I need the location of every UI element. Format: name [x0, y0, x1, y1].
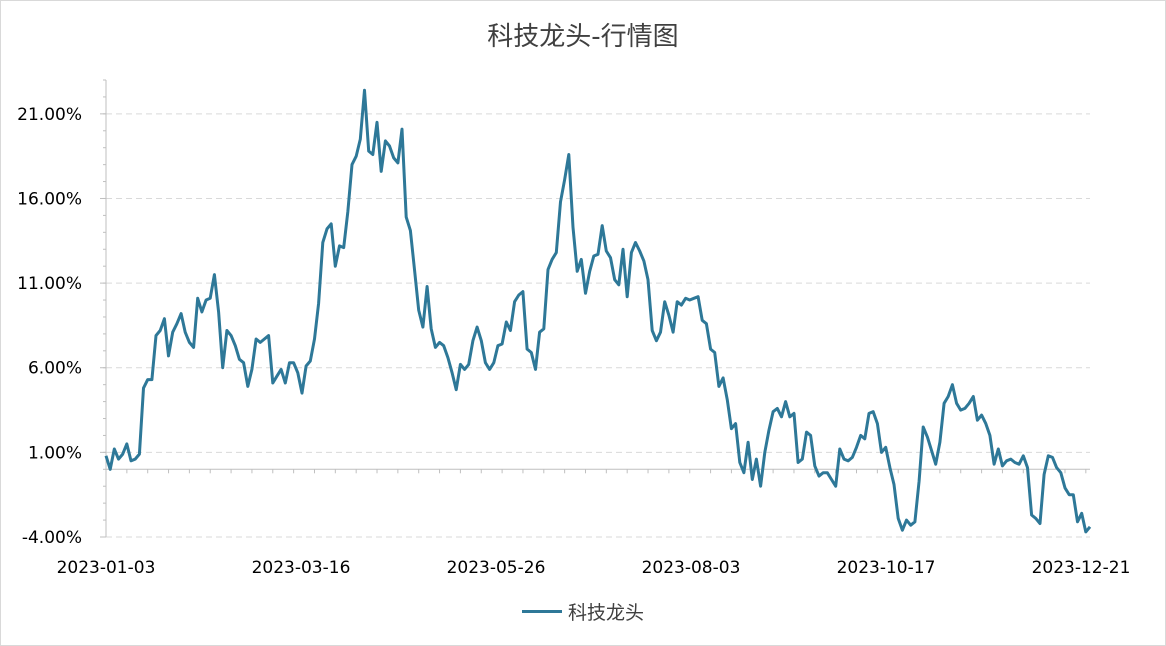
- x-tick-label: 2023-12-21: [1032, 558, 1131, 578]
- x-tick-label: 2023-08-03: [642, 558, 741, 578]
- grid-lines: [106, 113, 1090, 538]
- x-axis: 2023-01-03 2023-03-16 2023-05-26 2023-08-03…: [57, 468, 1131, 578]
- x-tick-label: 2023-03-16: [252, 558, 351, 578]
- y-tick-label: 1.00%: [28, 443, 82, 463]
- legend-swatch: [521, 610, 562, 613]
- y-tick-label: 16.00%: [17, 189, 82, 209]
- x-tick-label: 2023-10-17: [837, 558, 936, 578]
- x-tick-label: 2023-05-26: [447, 558, 546, 578]
- legend: 科技龙头: [0, 598, 1166, 625]
- y-tick-label: 11.00%: [17, 274, 82, 294]
- y-axis: 21.00% 16.00% 11.00% 6.00% 1.00% -4.00%: [17, 79, 107, 548]
- y-tick-label: 21.00%: [17, 105, 82, 125]
- y-tick-label: -4.00%: [22, 528, 82, 548]
- x-tick-label: 2023-01-03: [57, 558, 156, 578]
- y-tick-label: 6.00%: [28, 359, 82, 379]
- legend-label: 科技龙头: [567, 602, 644, 624]
- series-line-科技龙头: [104, 88, 1092, 534]
- plot-area: [104, 88, 1092, 534]
- chart-title: 科技龙头-行情图: [487, 22, 679, 52]
